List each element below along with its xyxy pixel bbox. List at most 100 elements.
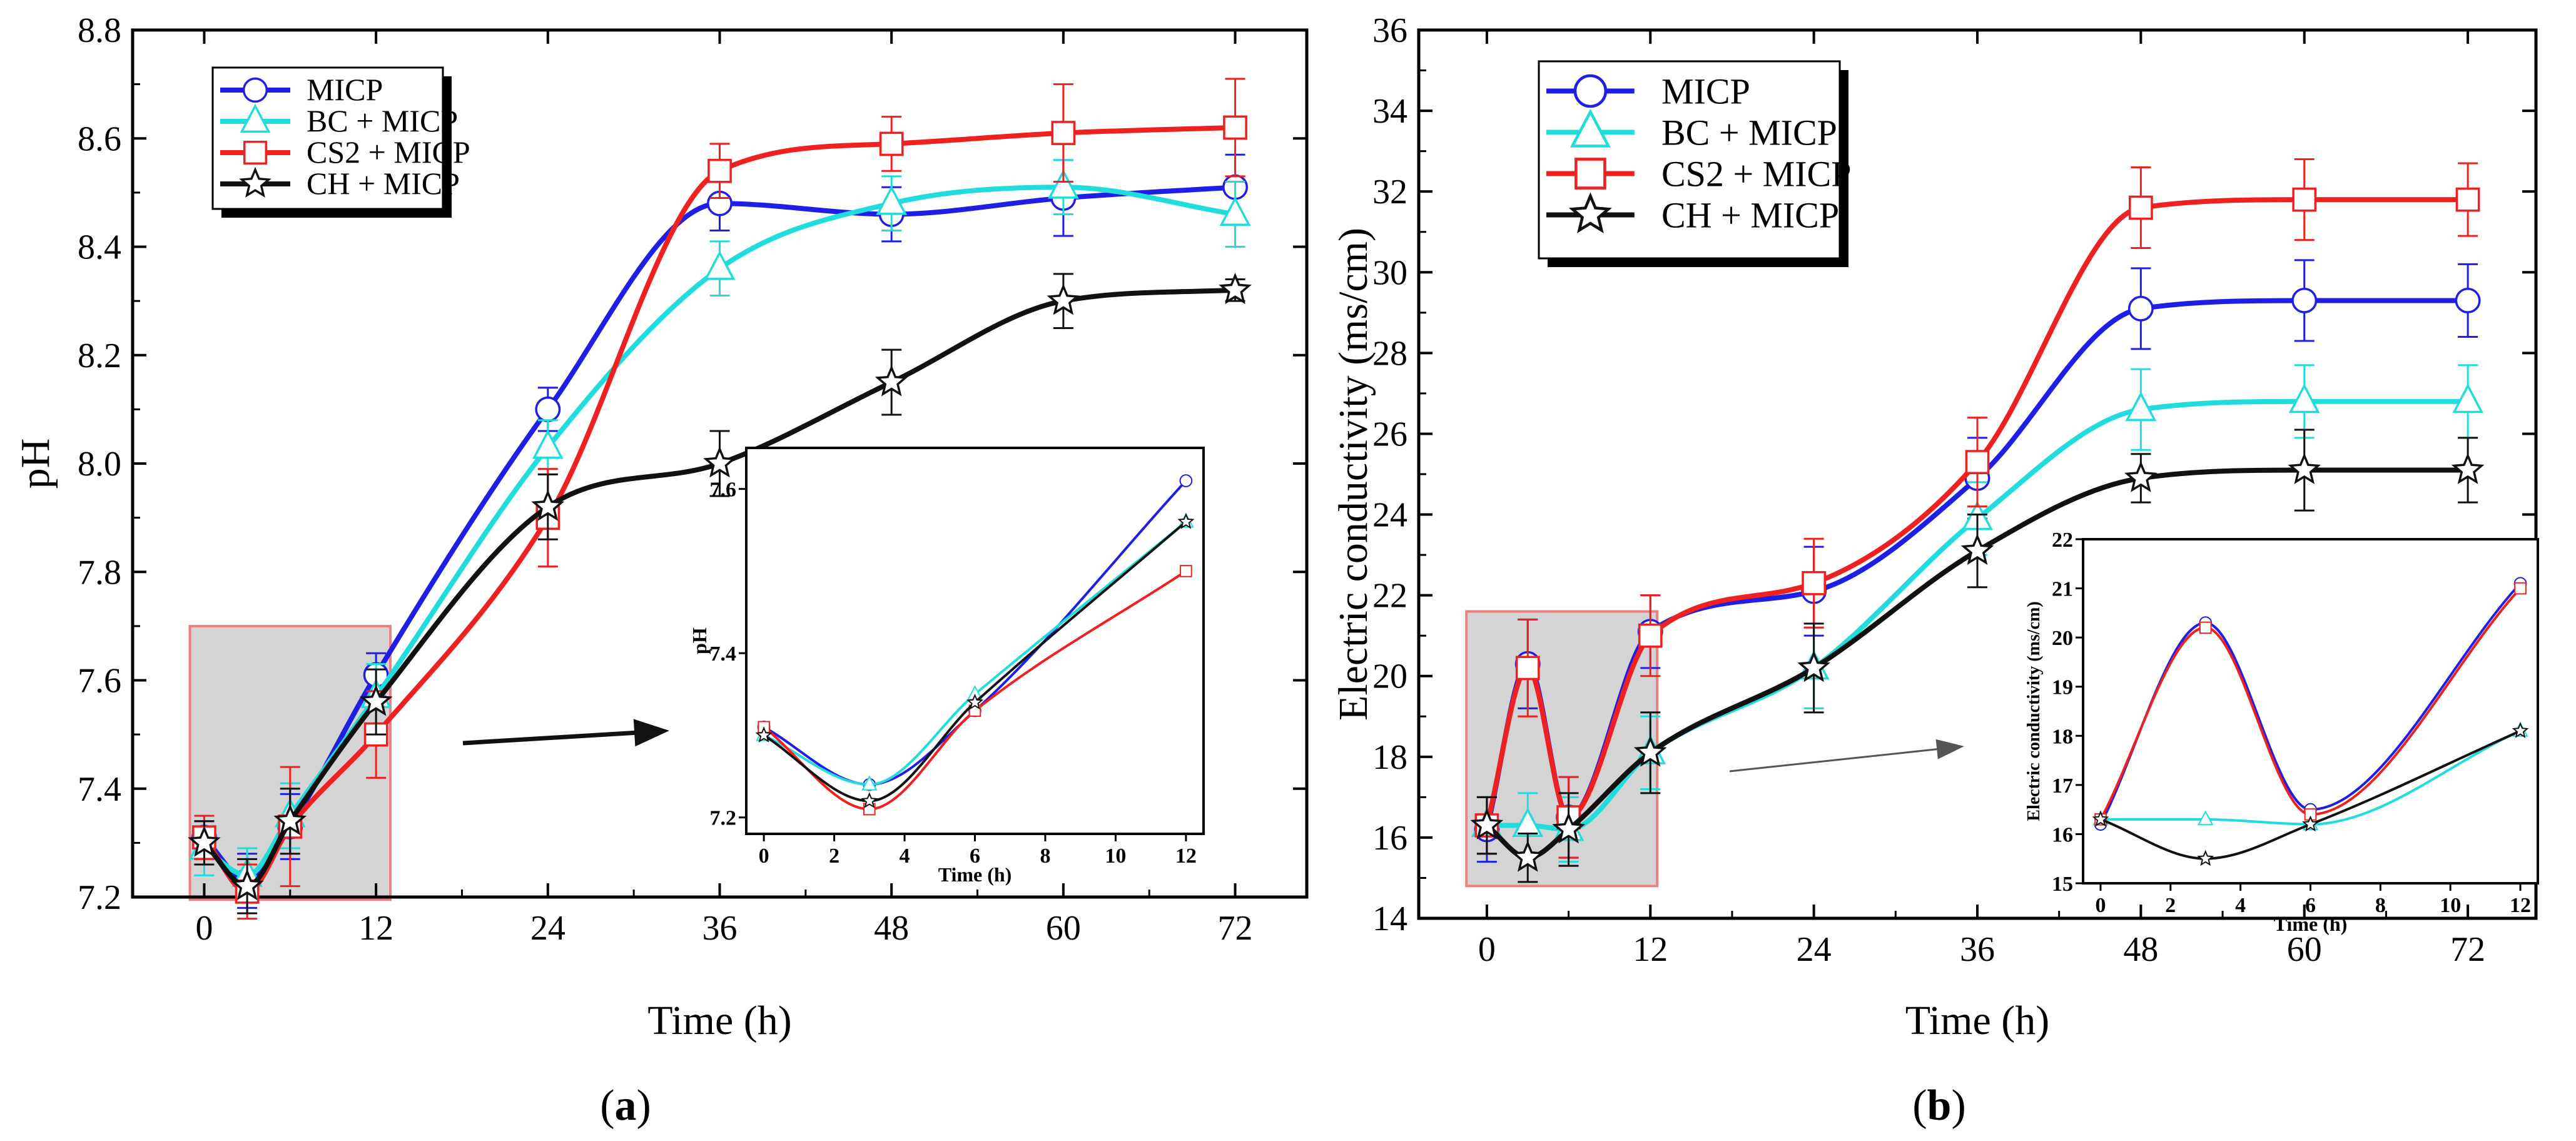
x-tick-label: 48 [874, 909, 909, 948]
inset-y-tick-label: 21 [2052, 578, 2073, 601]
inset-data-point [2198, 810, 2214, 826]
y-axis-title: pH [13, 439, 58, 489]
legend-label: BC + MICP [1661, 113, 1837, 153]
inset-frame [2082, 538, 2539, 885]
data-point [273, 804, 307, 836]
inset-data-point [1180, 565, 1192, 577]
y-tick-label: 34 [1372, 92, 1407, 131]
data-point [535, 396, 561, 422]
inset-y-tick-label: 19 [2052, 676, 2073, 699]
inset-y-tick-label: 7.2 [710, 807, 737, 830]
data-point [2292, 187, 2317, 212]
data-point [1511, 840, 1544, 872]
inset-series-line [763, 570, 1187, 811]
inset-data-point [861, 775, 878, 791]
inset-x-tick-label: 12 [2510, 894, 2531, 917]
inset-series-line [763, 520, 1187, 803]
zoom-arrow [1729, 748, 1943, 773]
chart-panel-b: 0 12 24 36 48 60 72141618202224262830323436Tim… [1331, 11, 2539, 1130]
zoom-highlight-box [1465, 610, 1659, 888]
inset-data-point [2199, 621, 2212, 634]
y-tick-label: 30 [1372, 253, 1407, 292]
data-point [1797, 651, 1830, 682]
x-tick-label: 60 [2287, 930, 2322, 969]
panel-label: (a) [600, 1082, 651, 1130]
inset-data-point [755, 726, 773, 743]
data-point [2288, 452, 2321, 484]
x-tick-label: 0 [1478, 930, 1496, 969]
zoom-arrow [462, 730, 642, 746]
data-point [875, 365, 908, 397]
y-tick-label: 26 [1372, 415, 1407, 454]
data-point [879, 131, 904, 156]
inset-x-tick-label: 4 [900, 844, 910, 868]
data-point [703, 446, 736, 478]
y-tick-label: 7.2 [78, 878, 121, 917]
data-point [1552, 812, 1585, 844]
y-tick-label: 8.0 [78, 445, 121, 484]
data-point [1960, 533, 1994, 565]
inset-data-point [2512, 722, 2529, 738]
data-point [1219, 273, 1252, 305]
inset-x-axis-title: Time (h) [938, 863, 1012, 886]
y-tick-label: 14 [1372, 900, 1407, 938]
x-tick-label: 72 [2450, 930, 2485, 969]
zoom-arrow-head [633, 719, 669, 747]
x-tick-label: 36 [1960, 930, 1995, 969]
data-point [707, 158, 732, 183]
x-tick-label: 12 [358, 909, 393, 948]
inset-y-tick-label: 20 [2052, 627, 2073, 650]
inset-x-tick-label: 6 [2305, 894, 2316, 917]
legend-label: CS2 + MICP [307, 134, 470, 170]
legend-label: MICP [307, 72, 383, 107]
legend-label: CH + MICP [1661, 195, 1839, 236]
inset-data-point [861, 792, 878, 808]
data-point [1638, 623, 1663, 648]
data-point [1051, 121, 1076, 145]
inset-data-point [966, 693, 983, 710]
inset-x-tick-label: 0 [759, 844, 769, 868]
zoom-arrow-head [1935, 739, 1964, 759]
inset-data-point [2302, 815, 2319, 832]
inset-y-tick-label: 16 [2052, 823, 2073, 846]
y-tick-label: 8.6 [78, 119, 121, 158]
legend-marker [239, 166, 271, 198]
inset-data-point [2514, 582, 2527, 595]
panel-label-close: ) [637, 1082, 651, 1130]
data-point [1965, 450, 1990, 474]
data-point [532, 429, 564, 459]
inset-data-point [1177, 513, 1195, 529]
x-tick-label: 72 [1218, 909, 1253, 948]
y-tick-label: 24 [1372, 496, 1407, 535]
x-tick-label: 60 [1046, 909, 1081, 948]
y-tick-label: 8.4 [78, 228, 121, 267]
inset-y-tick-label: 22 [2052, 529, 2073, 552]
legend-marker [243, 140, 268, 165]
x-tick-label: 0 [195, 909, 213, 948]
inset-chart: 0 2 4 6 8 10 12 7.2 7.4 7.6 Time (h) pH [688, 447, 1205, 886]
data-point [2451, 452, 2485, 484]
data-point [1515, 656, 1540, 681]
series-line [1484, 197, 2468, 826]
inset-data-point [1179, 474, 1193, 487]
x-axis-title: Time (h) [647, 998, 791, 1043]
data-point [2455, 287, 2481, 313]
data-point [359, 684, 393, 716]
inset-x-tick-label: 8 [2375, 894, 2386, 917]
legend-marker [1573, 74, 1608, 108]
inset-data-point [2197, 849, 2214, 866]
data-point [1047, 169, 1079, 199]
inset-x-tick-label: 6 [970, 844, 980, 868]
y-tick-label: 36 [1372, 11, 1407, 50]
inset-x-tick-label: 0 [2095, 894, 2106, 917]
data-point [2125, 391, 2157, 422]
y-axis-title: Electric conductivity (ms/cm) [1331, 228, 1376, 721]
data-point [704, 250, 736, 280]
y-tick-label: 8.2 [78, 337, 121, 375]
data-point [2288, 383, 2320, 413]
data-point [2452, 383, 2484, 413]
inset-x-tick-label: 2 [2165, 894, 2176, 917]
legend-marker [1569, 108, 1611, 148]
